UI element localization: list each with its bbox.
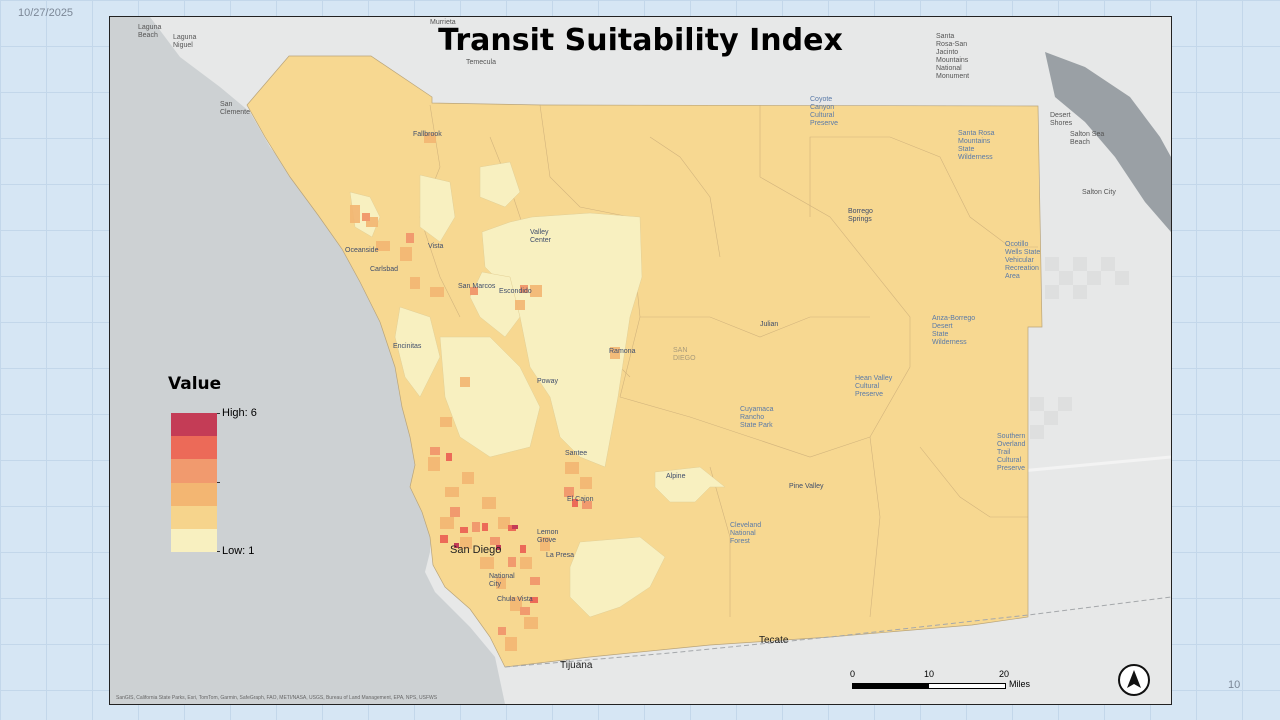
place-murrieta: Murrieta [430, 19, 456, 26]
place-carlsbad: Carlsbad [370, 266, 399, 273]
legend-swatch-3 [171, 482, 217, 506]
scale-segment-1 [852, 683, 930, 689]
place-santee: Santee [565, 450, 588, 457]
legend-tick-high [217, 413, 220, 414]
place-santa-rosa-wilderness: Santa Rosa Mountains State Wilderness [958, 130, 995, 161]
map-title: Transit Suitability Index [438, 23, 843, 58]
place-desert-shores: Desert Shores [1050, 112, 1073, 127]
place-cuyamaca: Cuyamaca Rancho State Park [740, 406, 774, 429]
legend-tick-mid [217, 482, 220, 483]
place-national-city: National City [489, 573, 515, 588]
scale-label-0: 0 [850, 669, 856, 679]
scale-unit: Miles [1009, 679, 1031, 689]
legend-swatch-2 [171, 505, 217, 529]
north-arrow-icon [1118, 664, 1150, 696]
place-san-diego: San Diego [450, 544, 502, 556]
place-temecula: Temecula [466, 59, 496, 66]
place-ramona: Ramona [609, 348, 636, 355]
place-southern-overland: Southern Overland Trail Cultural Preserv… [997, 433, 1026, 472]
place-chula-vista: Chula Vista [497, 596, 533, 603]
place-valley-center: Valley Center [530, 229, 552, 244]
map-frame[interactable]: Transit Suitability Index Laguna Beach L… [109, 16, 1172, 705]
place-escondido: Escondido [499, 288, 532, 295]
place-salton-sea-beach: Salton Sea Beach [1070, 131, 1105, 146]
place-ocotillo-wells: Ocotillo Wells State Vehicular Recreatio… [1005, 241, 1041, 280]
legend-tick-low [217, 551, 220, 552]
place-santa-rosa-monument: Santa Rosa-San Jacinto Mountains Nationa… [936, 33, 970, 80]
place-tecate: Tecate [759, 635, 789, 646]
place-laguna-beach: Laguna Beach [138, 24, 162, 39]
place-san-marcos: San Marcos [458, 283, 496, 290]
place-salton-city: Salton City [1082, 189, 1116, 196]
legend: Value High: 6 Low: 1 [166, 374, 286, 564]
place-cleveland-forest: Cleveland National Forest [730, 522, 762, 545]
salton-sea [1045, 52, 1171, 232]
place-pine-valley: Pine Valley [789, 483, 824, 490]
legend-low-label: Low: 1 [222, 545, 255, 557]
legend-title: Value [168, 374, 222, 394]
scale-label-10: 10 [924, 669, 935, 679]
scale-label-20: 20 [999, 669, 1010, 679]
place-el-cajon: El Cajon [567, 496, 594, 503]
place-tijuana: Tijuana [560, 660, 593, 671]
place-borrego-springs: Borrego Springs [848, 208, 873, 223]
place-poway: Poway [537, 378, 559, 385]
legend-color-ramp [171, 413, 217, 553]
place-fallbrook: Fallbrook [413, 131, 442, 138]
legend-swatch-4 [171, 459, 217, 483]
place-anza-borrego: Anza-Borrego Desert State Wilderness [932, 315, 976, 346]
place-vista: Vista [428, 243, 444, 250]
scale-bar: 0 10 20 Miles [850, 669, 1050, 695]
place-encinitas: Encinitas [393, 343, 422, 350]
place-san-clemente: San Clemente [220, 101, 250, 116]
place-julian: Julian [760, 321, 779, 328]
legend-high-label: High: 6 [222, 407, 257, 419]
slide-date: 10/27/2025 [18, 7, 74, 19]
legend-swatch-6 [171, 413, 217, 437]
place-hean-valley: Hean Valley Cultural Preserve [855, 375, 893, 398]
place-oceanside: Oceanside [345, 247, 379, 254]
place-alpine: Alpine [666, 473, 686, 480]
scale-segment-2 [928, 683, 1006, 689]
legend-swatch-1 [171, 528, 217, 553]
place-coyote-canyon: Coyote Canyon Cultural Preserve [810, 96, 839, 127]
place-la-presa: La Presa [546, 552, 575, 559]
place-lemon-grove: Lemon Grove [537, 529, 559, 544]
place-san-diego-county: SAN DIEGO [673, 347, 696, 362]
basemap [110, 17, 1171, 704]
place-laguna-niguel: Laguna Niguel [173, 34, 197, 49]
slide-page-number: 10 [1228, 679, 1241, 691]
legend-swatch-5 [171, 436, 217, 460]
map-attribution: SanGIS, California State Parks, Esri, To… [116, 695, 438, 701]
